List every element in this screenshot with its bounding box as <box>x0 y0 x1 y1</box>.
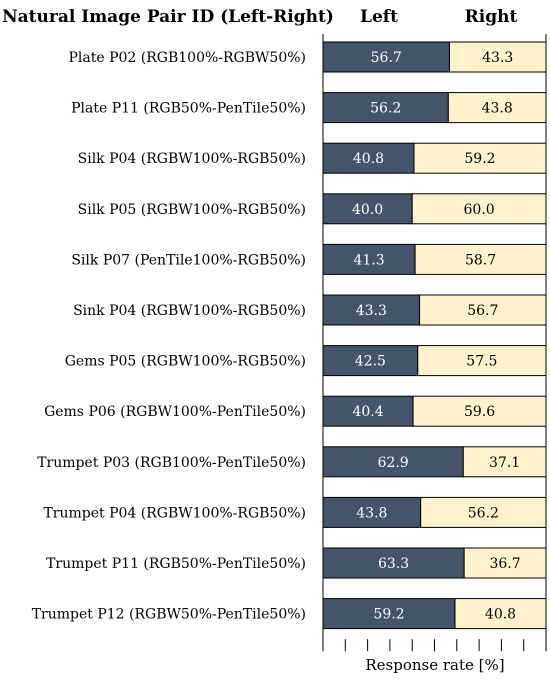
bar-right <box>412 395 547 427</box>
bar-right <box>417 345 547 377</box>
category-label: Silk P05 (RGBW100%-RGB50%) <box>78 202 306 218</box>
bar-right <box>462 446 547 478</box>
category-label: Trumpet P12 (RGBW50%-PenTile50%) <box>32 607 306 623</box>
bars-group: Plate P02 (RGB100%-RGBW50%) 56.7 43.3 Plate… <box>32 41 547 630</box>
data-label-right: 40.8 <box>485 607 516 623</box>
data-label-right: 43.8 <box>482 101 513 117</box>
bar-right <box>420 496 547 528</box>
data-label-left: 62.9 <box>378 455 409 471</box>
category-label: Trumpet P03 (RGB100%-PenTile50%) <box>37 455 306 471</box>
category-label: Silk P04 (RGBW100%-RGB50%) <box>78 151 306 167</box>
data-label-right: 57.5 <box>466 354 497 370</box>
x-axis <box>322 34 547 652</box>
data-label-left: 42.5 <box>355 354 386 370</box>
data-label-left: 56.7 <box>371 50 402 66</box>
data-label-left: 40.4 <box>352 404 383 420</box>
category-label: Sink P04 (RGBW100%-RGB50%) <box>73 303 306 319</box>
bar-left <box>322 142 415 174</box>
bar-left <box>322 345 419 377</box>
category-label: Gems P05 (RGBW100%-RGB50%) <box>65 354 306 370</box>
data-label-right: 60.0 <box>464 202 495 218</box>
bar-left <box>322 598 456 630</box>
bar-right <box>419 294 547 326</box>
category-label: Plate P02 (RGB100%-RGBW50%) <box>68 50 306 66</box>
category-label: Plate P11 (RGB50%-PenTile50%) <box>71 101 306 117</box>
bar-right <box>463 547 547 579</box>
data-label-left: 40.8 <box>353 151 384 167</box>
bar-left <box>322 547 465 579</box>
category-label: Gems P06 (RGBW100%-PenTile50%) <box>44 404 306 420</box>
category-label: Trumpet P04 (RGBW100%-RGB50%) <box>43 505 306 521</box>
legend-right: Right <box>465 7 518 27</box>
data-label-right: 58.7 <box>465 252 496 268</box>
bar-left <box>322 496 422 528</box>
data-label-right: 59.2 <box>464 151 495 167</box>
data-label-left: 56.2 <box>370 101 401 117</box>
data-label-left: 41.3 <box>353 252 384 268</box>
data-label-left: 59.2 <box>373 607 404 623</box>
data-label-left: 63.3 <box>378 556 409 572</box>
data-label-left: 40.0 <box>352 202 383 218</box>
bar-left <box>322 193 413 225</box>
legend-left: Left <box>360 7 398 27</box>
bar-right <box>448 41 547 73</box>
bar-left <box>322 92 449 124</box>
data-label-left: 43.3 <box>356 303 387 319</box>
data-label-right: 56.7 <box>467 303 498 319</box>
category-label: Silk P07 (PenTile100%-RGB50%) <box>71 252 306 268</box>
bar-right <box>411 193 547 225</box>
data-label-right: 59.6 <box>464 404 495 420</box>
data-label-right: 36.7 <box>489 556 520 572</box>
bar-left <box>322 41 450 73</box>
data-label-right: 56.2 <box>468 505 499 521</box>
bar-right <box>413 142 547 174</box>
category-label: Trumpet P11 (RGB50%-PenTile50%) <box>46 556 306 572</box>
x-axis-label: Response rate [%] <box>365 656 504 674</box>
data-label-left: 43.8 <box>356 505 387 521</box>
category-header: Natural Image Pair ID (Left-Right) <box>2 7 334 27</box>
data-label-right: 37.1 <box>489 455 520 471</box>
bar-right <box>414 243 547 275</box>
data-label-right: 43.3 <box>482 50 513 66</box>
